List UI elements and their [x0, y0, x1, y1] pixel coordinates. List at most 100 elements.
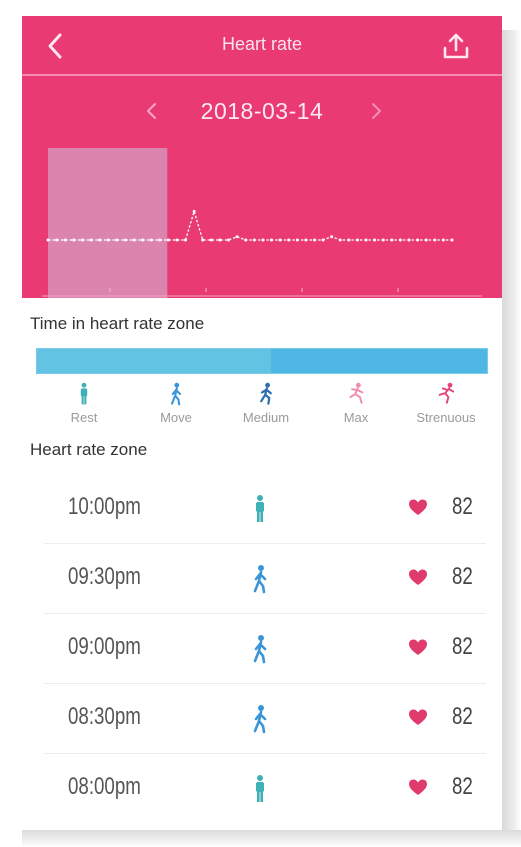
legend-item-strenuous: Strenuous: [398, 382, 494, 425]
heart-rate-point: [89, 238, 93, 242]
standing-person-icon: [256, 495, 264, 522]
heart-rate-point: [390, 238, 394, 242]
heart-rate-chart[interactable]: [22, 136, 502, 298]
legend-label: Medium: [242, 410, 290, 425]
walking-person-icon: [253, 705, 267, 734]
back-button[interactable]: [40, 30, 74, 62]
heart-rate-point: [450, 238, 454, 242]
top-bar: Heart rate: [22, 16, 502, 74]
row-time: 10:00pm: [68, 493, 141, 520]
heart-rate-point: [98, 238, 102, 242]
heart-rate-point: [330, 235, 334, 239]
heart-rate-point: [175, 238, 179, 242]
phone-screen: Heart rate 2018-03-14: [22, 16, 502, 830]
heart-rate-point: [304, 238, 308, 242]
heart-rate-point: [235, 235, 239, 239]
heart-rate-point: [321, 238, 325, 242]
heart-rate-point: [347, 238, 351, 242]
share-upload-icon: [443, 33, 469, 59]
heart-rate-point: [115, 238, 119, 242]
heart-rate-point: [201, 238, 205, 242]
walking-person-icon: [253, 635, 267, 664]
row-time: 09:00pm: [68, 633, 141, 660]
heart-rate-point: [441, 238, 445, 242]
heart-rate-point: [227, 238, 231, 242]
header-divider: [22, 74, 502, 76]
next-day-button[interactable]: [364, 98, 388, 124]
row-time: 08:30pm: [68, 703, 141, 730]
heart-rate-zone-title: Heart rate zone: [30, 440, 148, 459]
heart-rate-point: [398, 238, 402, 242]
date-navigator: 2018-03-14: [22, 94, 502, 130]
standing-person-icon: [80, 382, 88, 405]
card-shadow-right: [502, 30, 521, 847]
heart-rate-point: [364, 238, 368, 242]
heart-rate-series-line: [48, 209, 452, 241]
row-heart-rate-value: 82: [452, 703, 473, 730]
legend-item-max: Max: [308, 382, 404, 425]
legend-label: Strenuous: [416, 410, 476, 425]
previous-day-button[interactable]: [140, 98, 164, 124]
legend-item-move: Move: [128, 382, 224, 425]
zone-bar-rest-segment: [37, 349, 271, 373]
heart-rate-point: [192, 209, 196, 213]
row-heart-rate-value: 82: [452, 493, 473, 520]
heart-icon: [409, 779, 427, 795]
heart-icon: [409, 639, 427, 655]
heart-rate-point: [158, 238, 162, 242]
heart-rate-zone-list: 10:00pm 82 09:30pm 82 09:00pm 82 08:30pm 82 08:0…: [44, 474, 486, 823]
walking-person-icon: [253, 565, 267, 594]
legend-item-rest: Rest: [36, 382, 132, 425]
row-heart-rate-value: 82: [452, 633, 473, 660]
row-heart-rate-value: 82: [452, 773, 473, 800]
heart-rate-point: [252, 238, 256, 242]
card-shadow-bottom: [22, 830, 521, 847]
running-person-icon: [349, 382, 364, 404]
heart-rate-point: [149, 238, 153, 242]
heart-rate-point: [209, 238, 213, 242]
heart-rate-point: [46, 238, 50, 242]
row-heart-rate-value: 82: [452, 563, 473, 590]
heart-rate-point: [80, 238, 84, 242]
heart-rate-point: [132, 238, 136, 242]
heart-rate-point: [55, 238, 59, 242]
row-time: 08:00pm: [68, 773, 141, 800]
zone-legend: Rest Move Medium Max Strenuous: [22, 382, 502, 438]
jogging-person-icon: [260, 382, 272, 405]
list-item[interactable]: 08:00pm 82: [44, 754, 486, 823]
walking-person-icon: [170, 382, 182, 406]
heart-icon: [409, 499, 427, 515]
heart-rate-point: [355, 238, 359, 242]
zone-distribution-bar: [36, 348, 488, 374]
legend-label: Max: [343, 410, 369, 425]
heart-rate-point: [63, 238, 67, 242]
row-time: 09:30pm: [68, 563, 141, 590]
page-title: Heart rate: [221, 34, 303, 54]
heart-rate-point: [424, 238, 428, 242]
sprinting-person-icon: [438, 382, 455, 404]
legend-item-medium: Medium: [218, 382, 314, 425]
list-item[interactable]: 10:00pm 82: [44, 474, 486, 544]
heart-rate-point: [218, 238, 222, 242]
time-in-zone-title: Time in heart rate zone: [30, 314, 205, 333]
legend-label: Move: [160, 410, 192, 425]
heart-rate-point: [287, 238, 291, 242]
chevron-right-icon: [372, 103, 381, 119]
heart-icon: [409, 569, 427, 585]
heart-rate-point: [433, 238, 437, 242]
heart-rate-point: [381, 238, 385, 242]
list-item[interactable]: 09:30pm 82: [44, 544, 486, 614]
heart-rate-point: [278, 238, 282, 242]
chart-selection-highlight[interactable]: [48, 148, 168, 298]
heart-rate-point: [184, 238, 188, 242]
header: Heart rate 2018-03-14: [22, 16, 502, 298]
share-button[interactable]: [440, 30, 472, 62]
list-item[interactable]: 08:30pm 82: [44, 684, 486, 754]
chevron-left-icon: [147, 103, 156, 119]
heart-rate-point: [338, 238, 342, 242]
heart-icon: [409, 709, 427, 725]
heart-rate-point: [72, 238, 76, 242]
heart-rate-point: [373, 238, 377, 242]
heart-rate-point: [312, 238, 316, 242]
list-item[interactable]: 09:00pm 82: [44, 614, 486, 684]
